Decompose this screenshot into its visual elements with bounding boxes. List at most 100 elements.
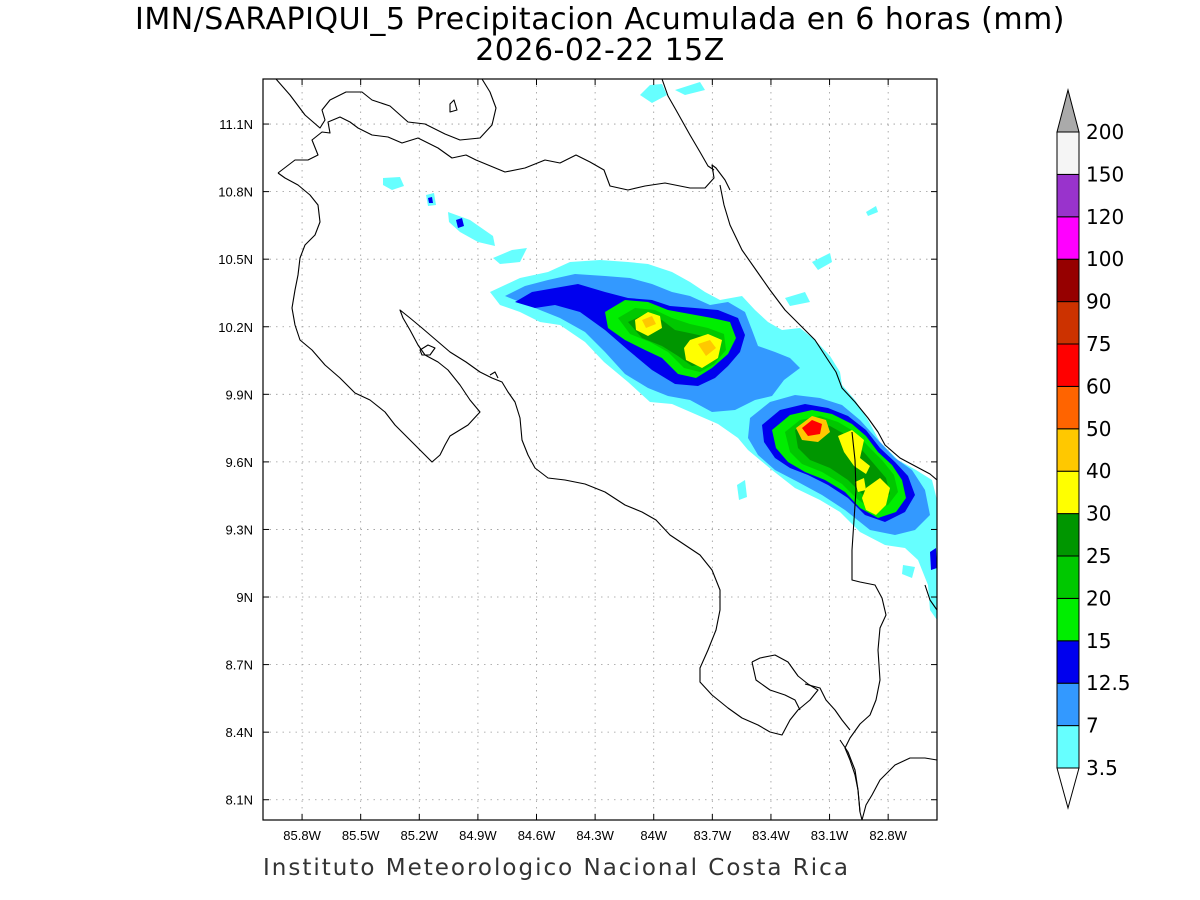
colorbar-level-label: 30 [1086,502,1111,526]
map-area [263,79,937,820]
lon-tick-label: 83.7W [694,828,732,843]
precipitation-contours [383,82,937,620]
precip-band-3.5 [675,82,705,95]
colorbar-level-label: 75 [1086,332,1111,356]
colorbar-level-label: 40 [1086,459,1111,483]
precip-band-3.5 [448,212,495,246]
footer-credit: Instituto Meteorologico Nacional Costa R… [263,855,850,881]
precip-band-60 [802,420,822,436]
map-axes: 85.8W 85.5W 85.2W 84.9W 84.6W 84.3W 84W 83.7W 83… [218,79,937,843]
lon-tick-label: 85.2W [401,828,439,843]
colorbar-swatch [1056,385,1080,430]
caribbean-coast-costa-rica [719,184,937,481]
precip-band-12.5 [456,218,464,228]
colorbar-swatch [1056,725,1080,769]
lon-tick-label: 85.8W [283,828,321,843]
lat-tick-label: 10.8N [218,185,253,200]
lat-tick-label: 8.1N [226,793,253,808]
colorbar-swatch [1056,216,1080,260]
colorbar-level-label: 100 [1086,247,1124,271]
colorbar-level-label: 20 [1086,586,1111,610]
map-grid [263,79,937,820]
lon-tick-label: 84.9W [459,828,497,843]
colorbar-level-label: 90 [1086,290,1111,314]
precip-band-3.5 [493,248,527,264]
burica [839,739,861,813]
lat-tick-label: 8.4N [226,725,253,740]
colorbar-level-label: 200 [1086,120,1124,144]
lon-tick-label: 84.6W [518,828,556,843]
precip-band-3.5 [902,565,915,578]
colorbar-swatch [1056,258,1080,303]
colorbar-level-label: 50 [1086,417,1111,441]
lat-tick-label: 9N [236,590,253,605]
map-title: IMN/SARAPIQUI_5 Precipitacion Acumulada … [135,2,1065,37]
lon-tick-label: 83.1W [811,828,849,843]
panama-border [844,431,887,820]
golfo-dulce [804,683,851,731]
precip-band-3.5 [866,206,878,216]
lat-tick-label: 8.7N [226,658,253,673]
precip-band-3.5 [812,253,832,270]
osa-peninsula [751,661,801,711]
colorbar-swatch [1056,343,1080,387]
gulf-coast-inner [489,371,499,379]
lat-tick-label: 11.1N [219,117,253,132]
colorbar-level-label: 150 [1086,162,1124,186]
lat-tick-label: 10.2N [218,320,253,335]
precip-band-40 [642,316,656,328]
colorbar-underflow-arrow [1056,767,1080,810]
caribbean-coast-nicaragua [661,79,715,171]
precip-band-3.5 [785,292,810,306]
colorbar-level-label: 60 [1086,374,1111,398]
colorbar-swatch [1056,470,1080,515]
colorbar-swatch [1056,428,1080,472]
lon-tick-label: 84.3W [576,828,614,843]
coastline-borders [275,79,937,820]
nicaragua-border [277,116,731,191]
nicoya-island [419,344,436,356]
colorbar-level-label: 3.5 [1086,756,1118,780]
precip-band-3.5 [737,480,747,500]
pacific-coast [277,172,819,736]
colorbar-swatch [1056,682,1080,727]
precip-band-3.5 [640,84,667,103]
colorbar-overflow-arrow [1056,88,1080,133]
lon-tick-label: 83.4W [752,828,790,843]
map-frame [262,78,938,821]
map-valid-time: 2026-02-22 15Z [475,33,725,68]
precip-band-3.5 [490,260,937,620]
colorbar-swatch [1056,173,1080,218]
precip-band-12.5 [428,197,433,203]
colorbar-level-label: 12.5 [1086,671,1131,695]
colorbar-level-label: 25 [1086,544,1111,568]
colorbar-level-label: 7 [1086,714,1099,738]
colorbar-swatch [1056,597,1080,642]
colorbar-swatch [1056,131,1080,175]
colorbar-level-label: 120 [1086,205,1124,229]
lon-tick-label: 82.8W [869,828,907,843]
lat-tick-label: 9.9N [226,387,253,402]
lon-tick-label: 84W [640,828,667,843]
lat-tick-label: 9.6N [226,455,253,470]
colorbar-swatch [1056,301,1080,345]
lat-tick-label: 9.3N [226,522,253,537]
colorbar-swatch [1056,513,1080,557]
precip-band-3.5 [383,177,404,190]
lake-nicaragua-shore [275,79,497,141]
precip-band-30 [855,478,866,492]
precip-band-25 [795,422,890,504]
panama-pacific-coast [861,757,937,820]
colorbar-level-label: 15 [1086,629,1111,653]
precip-band-12.5 [930,548,937,570]
precip-band-30 [862,478,890,515]
lon-tick-label: 85.5W [342,828,380,843]
lat-tick-label: 10.5N [218,252,253,267]
colorbar-swatch [1056,640,1080,684]
colorbar-legend: 3.5 7 12.5 15 20 25 30 40 50 60 75 90 100 120 150 200 [1056,88,1131,810]
colorbar-swatch [1056,555,1080,599]
panama-coast [924,584,937,611]
lake-island [449,99,458,113]
precip-band-40 [698,340,716,356]
